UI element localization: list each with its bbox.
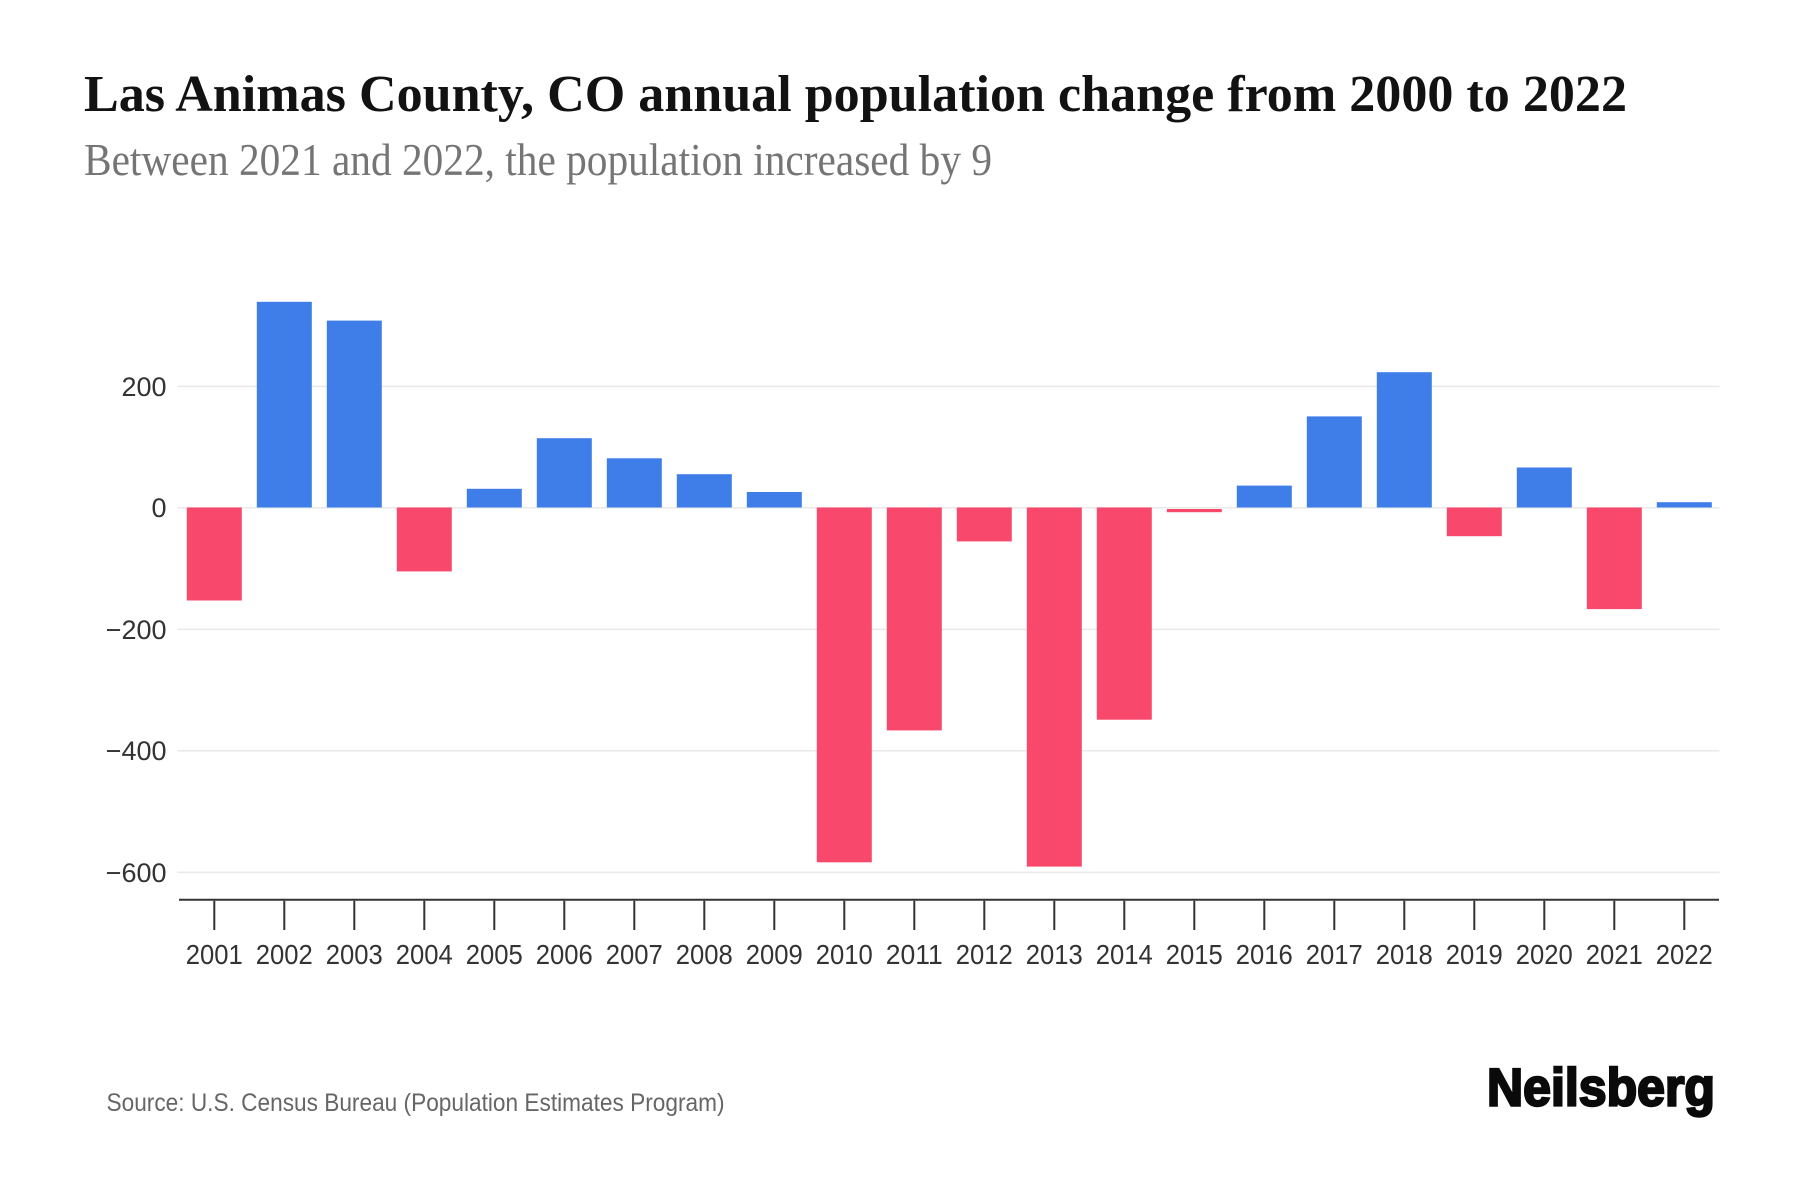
svg-text:2012: 2012 bbox=[956, 939, 1013, 970]
svg-text:2010: 2010 bbox=[816, 939, 873, 970]
svg-text:Source: U.S. Census Bureau (Po: Source: U.S. Census Bureau (Population E… bbox=[107, 1089, 725, 1117]
svg-text:2008: 2008 bbox=[676, 939, 733, 970]
svg-text:2002: 2002 bbox=[256, 939, 313, 970]
svg-text:−200: −200 bbox=[106, 615, 167, 645]
svg-text:Neilsberg: Neilsberg bbox=[1487, 1059, 1715, 1118]
svg-text:2020: 2020 bbox=[1516, 939, 1573, 970]
svg-text:2006: 2006 bbox=[536, 939, 593, 970]
svg-text:2004: 2004 bbox=[396, 939, 453, 970]
svg-text:2015: 2015 bbox=[1166, 939, 1223, 970]
svg-text:2003: 2003 bbox=[326, 939, 383, 970]
svg-text:−400: −400 bbox=[106, 736, 167, 766]
svg-text:2005: 2005 bbox=[466, 939, 523, 970]
svg-text:0: 0 bbox=[151, 493, 166, 523]
svg-text:2011: 2011 bbox=[886, 939, 943, 970]
svg-text:Between 2021 and 2022, the pop: Between 2021 and 2022, the population in… bbox=[84, 135, 992, 185]
svg-text:2016: 2016 bbox=[1236, 939, 1293, 970]
svg-text:2017: 2017 bbox=[1306, 939, 1363, 970]
svg-text:2021: 2021 bbox=[1586, 939, 1643, 970]
svg-text:−600: −600 bbox=[106, 858, 167, 888]
svg-text:2013: 2013 bbox=[1026, 939, 1083, 970]
svg-text:2019: 2019 bbox=[1446, 939, 1503, 970]
svg-text:200: 200 bbox=[121, 372, 166, 402]
svg-text:2022: 2022 bbox=[1656, 939, 1713, 970]
svg-text:2018: 2018 bbox=[1376, 939, 1433, 970]
svg-text:Las Animas County, CO annual p: Las Animas County, CO annual population … bbox=[84, 66, 1627, 123]
svg-text:2014: 2014 bbox=[1096, 939, 1153, 970]
svg-text:2001: 2001 bbox=[186, 939, 243, 970]
svg-text:2009: 2009 bbox=[746, 939, 803, 970]
svg-text:2007: 2007 bbox=[606, 939, 663, 970]
